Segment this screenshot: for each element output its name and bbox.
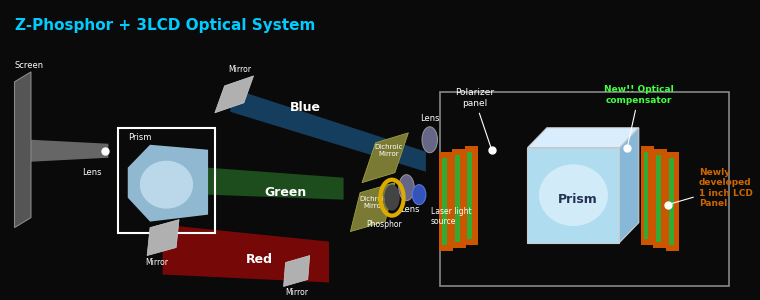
Bar (669, 158, 673, 244)
Bar (118, 128, 215, 232)
Bar (656, 155, 661, 242)
Polygon shape (215, 76, 254, 113)
Ellipse shape (385, 185, 400, 211)
Bar (654, 149, 667, 248)
Polygon shape (163, 225, 329, 283)
Text: Screen: Screen (14, 61, 43, 70)
Ellipse shape (539, 164, 608, 226)
Polygon shape (362, 133, 408, 183)
Text: Lens: Lens (420, 114, 439, 123)
Polygon shape (31, 140, 109, 162)
Polygon shape (147, 220, 179, 256)
Bar (464, 146, 478, 244)
Polygon shape (128, 145, 208, 222)
Text: Polarizer
panel: Polarizer panel (454, 88, 494, 147)
Text: Red: Red (246, 253, 273, 266)
Bar (455, 155, 460, 242)
Polygon shape (527, 128, 639, 148)
Text: Laser light
source: Laser light source (431, 207, 471, 226)
Bar (440, 92, 729, 286)
Polygon shape (208, 168, 344, 200)
Polygon shape (230, 88, 426, 172)
Ellipse shape (140, 161, 193, 208)
Bar (439, 152, 453, 250)
Bar (666, 152, 679, 250)
Ellipse shape (399, 175, 414, 201)
Text: Mirror: Mirror (229, 65, 252, 74)
Polygon shape (350, 183, 395, 232)
Polygon shape (619, 128, 639, 243)
Bar (442, 158, 447, 244)
Text: Dichroic
Mirror: Dichroic Mirror (375, 144, 404, 157)
Bar (527, 148, 619, 243)
Polygon shape (283, 256, 310, 286)
Text: Newly
developed
1 inch LCD
Panel: Newly developed 1 inch LCD Panel (670, 168, 752, 208)
Text: Lens: Lens (401, 205, 420, 214)
Bar (641, 146, 654, 244)
Bar (644, 152, 648, 239)
Text: Phosphor: Phosphor (366, 220, 402, 229)
Text: New!! Optical
compensator: New!! Optical compensator (604, 85, 673, 145)
Bar (452, 149, 466, 248)
Text: Mirror: Mirror (145, 257, 168, 266)
Text: Dichroic
Mirror: Dichroic Mirror (359, 196, 388, 209)
Text: Blue: Blue (290, 101, 321, 114)
Bar (467, 152, 472, 239)
Text: Prism: Prism (557, 193, 597, 206)
Polygon shape (14, 72, 31, 228)
Text: Prism: Prism (128, 133, 151, 142)
Text: Mirror: Mirror (286, 289, 309, 298)
Text: Z-Phosphor + 3LCD Optical System: Z-Phosphor + 3LCD Optical System (14, 18, 315, 33)
Text: Lens: Lens (82, 168, 102, 177)
Ellipse shape (422, 127, 438, 153)
Text: Green: Green (264, 186, 306, 199)
Ellipse shape (413, 185, 426, 205)
